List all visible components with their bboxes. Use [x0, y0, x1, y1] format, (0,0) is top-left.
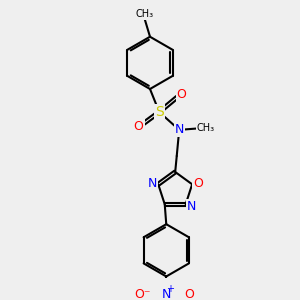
Text: O: O	[194, 177, 203, 190]
Text: N: N	[175, 123, 184, 136]
Text: O: O	[184, 288, 194, 300]
Text: N: N	[187, 200, 196, 213]
Text: S: S	[155, 105, 164, 119]
Text: N: N	[147, 177, 157, 190]
Text: +: +	[166, 284, 174, 294]
Text: O: O	[177, 88, 187, 101]
Text: N: N	[162, 288, 171, 300]
Text: O⁻: O⁻	[134, 288, 151, 300]
Text: CH₃: CH₃	[135, 9, 154, 19]
Text: O: O	[134, 120, 144, 133]
Text: CH₃: CH₃	[197, 123, 215, 133]
